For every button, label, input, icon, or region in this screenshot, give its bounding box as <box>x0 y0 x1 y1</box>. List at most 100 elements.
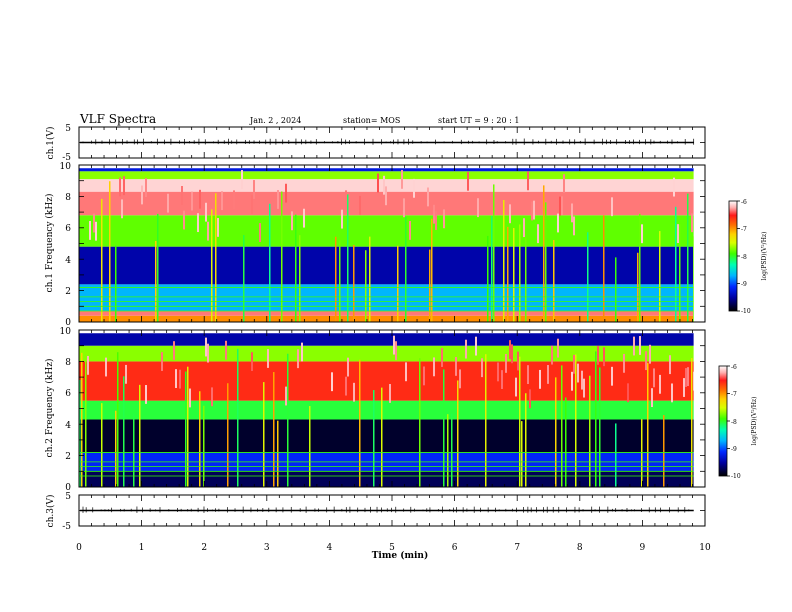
ch1-waveform-ytick-top: 5 <box>65 124 71 134</box>
spectrogram-speckle <box>611 366 613 386</box>
spectrogram-transient <box>447 414 449 487</box>
ch2-spectrogram-panel: 0 2 4 6 8 10 ch.2 Frequency (kHz) <box>44 327 706 493</box>
ch1-spectrogram-panel: 0 2 4 6 8 10 ch.1 Frequency (kHz) <box>44 162 706 328</box>
spectrogram-speckle <box>653 368 655 388</box>
spectrogram-speckle <box>533 200 535 220</box>
spectrogram-band <box>79 361 694 401</box>
spectrogram-blank <box>693 165 705 322</box>
spectrogram-speckle <box>121 199 123 219</box>
ch2-spectrogram-image <box>79 330 705 487</box>
ch1-waveform-ytick-bottom: -5 <box>62 153 71 163</box>
spectrogram-transient <box>525 237 527 322</box>
spectrogram-transient <box>487 235 489 322</box>
figure-title: VLF Spectra <box>79 112 156 126</box>
spectrogram-speckle <box>683 378 685 397</box>
spectrogram-speckle <box>285 183 287 203</box>
spectrogram-speckle <box>119 177 121 197</box>
spectrogram-speckle <box>105 357 107 377</box>
spectrogram-transient <box>429 249 431 322</box>
ch2-colorbar: -6 -7 -8 -9 -10 log(PSD)(V²/Hz) <box>718 364 758 480</box>
spectrogram-transient <box>227 383 229 487</box>
spectrogram-speckle <box>623 353 625 373</box>
spectrogram-speckle <box>353 382 355 402</box>
spectrogram-transient <box>123 376 125 487</box>
spectrogram-band <box>79 345 694 362</box>
ch2-colorbar-tick: -6 <box>731 364 737 371</box>
spectrogram-band <box>79 165 694 169</box>
spectrogram-transient <box>525 393 527 487</box>
spectrogram-speckle <box>597 345 599 365</box>
ch1-spectrogram-ytick: 2 <box>65 287 71 297</box>
ch1-spectrogram-ytick: 4 <box>65 256 71 266</box>
x-tick-label: 2 <box>201 543 207 553</box>
spectrogram-band <box>79 333 694 346</box>
spectrogram-transient <box>237 348 239 487</box>
spectrogram-speckle <box>527 171 529 191</box>
ch2-spectrogram-ylabel: ch.2 Frequency (kHz) <box>44 359 55 458</box>
spectrogram-speckle <box>531 201 533 221</box>
spectrogram-band <box>79 330 694 334</box>
ch3-waveform-trace <box>80 506 694 513</box>
ch2-colorbar-tick: -9 <box>731 446 737 453</box>
spectrogram-speckle <box>427 187 429 207</box>
spectrogram-speckle <box>435 211 437 231</box>
spectrogram-transient <box>589 375 591 487</box>
spectrogram-transient <box>139 384 141 487</box>
spectrogram-transient <box>397 245 399 322</box>
spectrogram-speckle <box>561 196 563 216</box>
ch3-waveform-panel: 5 -5 ch.3(V) <box>45 492 706 532</box>
spectrogram-transient <box>295 214 297 322</box>
spectrogram-speckle <box>183 210 185 230</box>
spectrogram-transient <box>457 380 459 487</box>
spectrogram-speckle <box>405 362 407 382</box>
spectrogram-speckle <box>225 340 227 360</box>
ch1-colorbar-label: log(PSD)(V²/Hz) <box>761 232 768 281</box>
spectrogram-speckle <box>145 385 147 404</box>
spectrogram-speckle <box>475 336 477 356</box>
spectrogram-speckle <box>345 190 347 210</box>
spectrogram-speckle <box>207 343 209 363</box>
spectrogram-speckle <box>523 218 525 238</box>
spectrogram-speckle <box>517 351 519 371</box>
spectrogram-transient <box>587 232 589 322</box>
spectrogram-transient <box>419 358 421 487</box>
spectrogram-speckle <box>401 169 403 189</box>
spectrogram-transient <box>101 198 103 322</box>
spectrogram-speckle <box>641 224 643 244</box>
ch1-spectrogram-ylabel: ch.1 Frequency (kHz) <box>44 194 55 293</box>
ch2-spectrogram-ytick: 4 <box>65 421 71 431</box>
spectrogram-transient <box>639 213 641 322</box>
spectrogram-transient <box>263 382 265 487</box>
spectrogram-speckle <box>173 341 175 361</box>
spectrogram-speckle <box>509 340 511 359</box>
spectrogram-speckle <box>557 338 559 358</box>
spectrogram-transient <box>519 224 521 322</box>
ch1-waveform-ylabel: ch.1(V) <box>45 127 56 160</box>
ch1-colorbar-ticks <box>737 200 740 312</box>
spectrogram-transient <box>101 403 103 487</box>
spectrogram-speckle <box>611 197 613 217</box>
spectrogram-speckle <box>359 195 361 215</box>
spectrogram-speckle <box>93 213 95 233</box>
spectrogram-transient <box>187 366 189 487</box>
spectrogram-speckle <box>671 383 673 403</box>
spectrogram-speckle <box>393 335 395 355</box>
header-date: Jan. 2 , 2024 <box>249 116 301 125</box>
spectrogram-speckle <box>603 347 605 367</box>
spectrogram-speckle <box>677 224 679 244</box>
ch2-colorbar-scale <box>718 365 728 477</box>
spectrogram-speckle <box>125 364 127 384</box>
spectrogram-transient <box>277 420 279 487</box>
x-axis: 0 1 2 3 4 5 6 7 8 9 10 Time (min) <box>76 543 711 561</box>
spectrogram-speckle <box>511 344 513 364</box>
ch1-spectrogram-ytick: 6 <box>65 224 71 234</box>
spectrogram-transient <box>595 351 597 487</box>
spectrogram-speckle <box>347 357 349 377</box>
ch1-colorbar-tick: -8 <box>741 254 747 261</box>
spectrogram-transient <box>431 218 433 322</box>
spectrogram-speckle <box>547 365 549 384</box>
spectrogram-transient <box>545 202 547 322</box>
x-tick-label: 4 <box>327 543 333 553</box>
spectrogram-transient <box>565 397 567 487</box>
